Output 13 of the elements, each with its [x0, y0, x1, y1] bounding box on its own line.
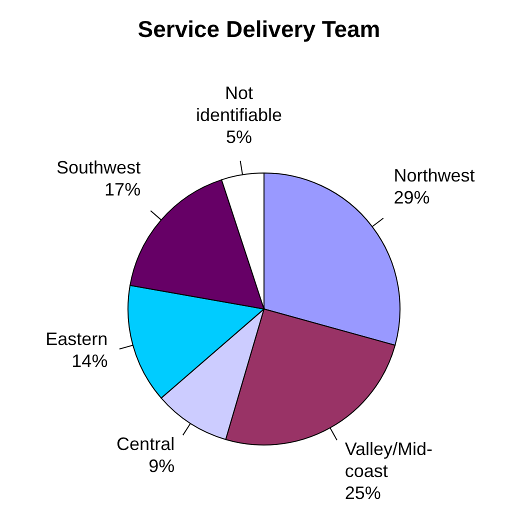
slice-label: Valley/Mid-coast	[344, 439, 433, 482]
data-label: 5%	[226, 126, 252, 147]
chart-title: Service Delivery Team	[136, 16, 382, 43]
slice-label: Northwest	[394, 165, 475, 186]
slice-label: Southwest	[56, 158, 141, 178]
data-label: 14%	[72, 351, 108, 372]
data-label: 29%	[394, 187, 430, 208]
data-label: 17%	[104, 180, 141, 200]
data-label: 25%	[344, 483, 381, 504]
slice-label: Eastern	[46, 329, 108, 350]
slice-label: Not identifiable	[196, 82, 282, 125]
slice-label: Central	[116, 434, 175, 454]
data-label: 9%	[148, 456, 175, 476]
